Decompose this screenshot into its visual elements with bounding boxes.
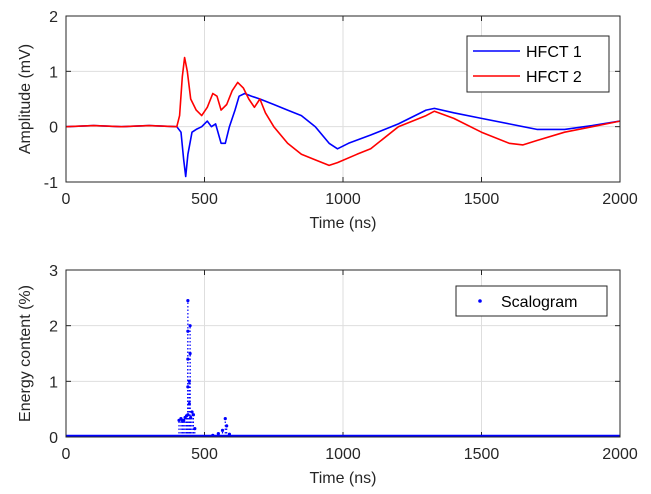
x-tick-label: 2000 bbox=[602, 191, 638, 208]
axes-box bbox=[65, 15, 621, 183]
y-axis-label: Energy content (%) bbox=[17, 285, 34, 422]
x-tick-label: 1000 bbox=[325, 191, 361, 208]
y-tick-label: 1 bbox=[49, 64, 58, 81]
x-tick-label: 2000 bbox=[602, 446, 638, 463]
x-tick-label: 500 bbox=[191, 446, 218, 463]
y-tick-label: 2 bbox=[49, 9, 58, 26]
y-tick-label: 0 bbox=[49, 430, 58, 447]
y-tick-label: 3 bbox=[49, 263, 58, 280]
legend-box bbox=[466, 35, 610, 93]
scalogram-point bbox=[227, 432, 232, 436]
legend-label: HFCT 1 bbox=[526, 44, 582, 61]
data-layer bbox=[66, 56, 620, 178]
y-tick-label: 2 bbox=[49, 319, 58, 336]
scalogram-point bbox=[188, 351, 192, 356]
scalogram-point bbox=[186, 299, 190, 303]
x-axis-label: Time (ns) bbox=[310, 215, 377, 232]
scalogram-point bbox=[216, 432, 220, 436]
axes-box bbox=[65, 269, 621, 438]
legend: HFCT 1 HFCT 2 bbox=[466, 35, 610, 93]
x-tick-label: 0 bbox=[62, 191, 71, 208]
legend-label: HFCT 2 bbox=[526, 69, 582, 86]
scalogram-point bbox=[188, 324, 192, 328]
scalogram-point bbox=[225, 424, 229, 428]
y-tick-label: 1 bbox=[49, 374, 58, 391]
scalogram-point bbox=[190, 410, 194, 414]
legend-marker bbox=[478, 299, 482, 303]
x-tick-label: 1000 bbox=[325, 446, 361, 463]
y-tick-label: -1 bbox=[44, 175, 58, 192]
series-line-hfct-2 bbox=[66, 56, 620, 167]
scalogram-point bbox=[211, 433, 215, 437]
scalogram-point bbox=[220, 428, 225, 432]
x-tick-label: 1500 bbox=[464, 191, 500, 208]
x-tick-label: 1500 bbox=[464, 446, 500, 463]
x-tick-label: 0 bbox=[62, 446, 71, 463]
scalogram-point bbox=[191, 413, 196, 417]
x-axis-label: Time (ns) bbox=[310, 470, 377, 487]
scalogram-point bbox=[223, 417, 227, 421]
energy-chart: 0 500 1000 1500 2000 0 1 2 3 Time (ns) Energy cont… bbox=[17, 263, 638, 487]
y-tick-label: 0 bbox=[49, 120, 58, 137]
legend: Scalogram bbox=[455, 285, 608, 317]
legend-label: Scalogram bbox=[501, 294, 577, 311]
y-axis-label: Amplitude (mV) bbox=[17, 44, 34, 154]
series-line-hfct-1 bbox=[66, 92, 620, 178]
x-tick-label: 500 bbox=[191, 191, 218, 208]
scalogram-point bbox=[193, 427, 197, 431]
